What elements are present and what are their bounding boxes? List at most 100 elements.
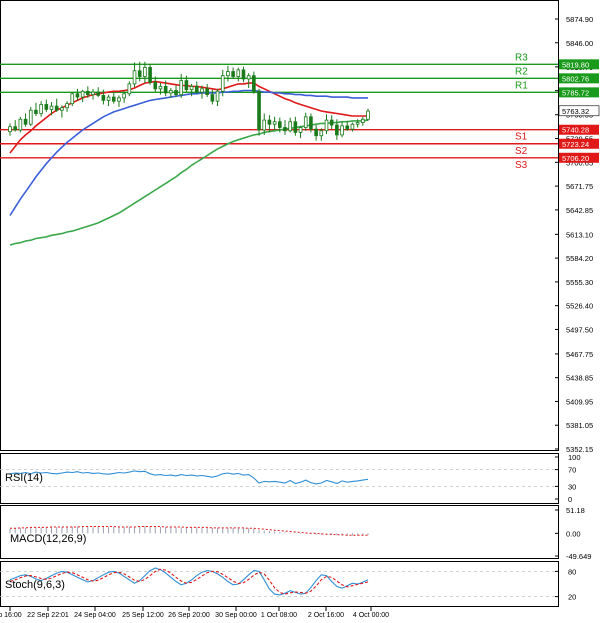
candle bbox=[91, 88, 95, 100]
candle bbox=[28, 106, 33, 126]
level-tag-s3 bbox=[559, 152, 599, 163]
candle bbox=[257, 88, 261, 136]
candle-body bbox=[70, 93, 75, 105]
macd-axis: 51.18 0.00 -49.649 bbox=[555, 506, 591, 561]
candle bbox=[184, 75, 189, 93]
stoch-plot bbox=[0, 567, 558, 597]
macd-title: MACD(12,26,9) bbox=[10, 533, 86, 545]
candle-body bbox=[106, 96, 111, 101]
candle-body bbox=[96, 91, 101, 96]
rsi-tick-label: 100 bbox=[568, 453, 581, 462]
candle bbox=[355, 119, 360, 128]
candle-body bbox=[309, 116, 313, 130]
time-tick-label: 24 Sep 04:00 bbox=[74, 612, 116, 619]
stoch-title: Stoch(9,6,3) bbox=[5, 579, 65, 591]
candle bbox=[169, 88, 173, 98]
candle-body bbox=[319, 130, 324, 137]
level-tag-r2 bbox=[559, 73, 599, 84]
candle-body bbox=[335, 124, 339, 136]
candle bbox=[86, 86, 90, 98]
price-tick-label: 5642.85 bbox=[566, 206, 593, 215]
candle bbox=[65, 101, 69, 112]
time-tick-label: 26 Sep 20:00 bbox=[168, 612, 210, 619]
candle-body bbox=[236, 69, 241, 77]
candle-body bbox=[355, 122, 360, 125]
candle-body bbox=[13, 126, 17, 131]
candle bbox=[96, 87, 101, 98]
candle-body bbox=[80, 90, 85, 98]
level-value-s1: 5740.28 bbox=[562, 126, 589, 135]
candle-body bbox=[215, 90, 220, 102]
candle-body bbox=[153, 81, 158, 90]
time-tick-label: p 16:00 bbox=[0, 612, 22, 619]
candle bbox=[8, 123, 12, 136]
candle-body bbox=[18, 118, 23, 131]
candle bbox=[288, 117, 292, 133]
candle bbox=[210, 89, 215, 105]
candle bbox=[174, 85, 178, 98]
current-price-label: 5763.32 bbox=[562, 107, 589, 116]
candle-body bbox=[111, 96, 116, 102]
candle bbox=[272, 116, 277, 130]
candle-body bbox=[75, 93, 80, 98]
candle-body bbox=[345, 125, 350, 130]
candle-body bbox=[8, 126, 12, 133]
stoch-tick-label: 80 bbox=[568, 567, 576, 576]
time-tick-label: 25 Sep 12:00 bbox=[122, 612, 164, 619]
level-value-s2: 5723.24 bbox=[562, 140, 589, 149]
candle bbox=[101, 89, 106, 105]
candle-body bbox=[267, 119, 272, 125]
candle-body bbox=[205, 88, 209, 95]
moving-average-2 bbox=[9, 89, 368, 216]
candle-body bbox=[86, 90, 90, 95]
candle bbox=[148, 64, 152, 85]
candle bbox=[106, 94, 111, 107]
candle-body bbox=[194, 85, 199, 93]
candle bbox=[252, 71, 256, 94]
moving-average-1 bbox=[9, 80, 368, 154]
candle-body bbox=[28, 109, 33, 125]
candle bbox=[122, 91, 126, 103]
time-tick-label: 30 Sep 00:00 bbox=[215, 612, 257, 619]
candle-body bbox=[49, 105, 54, 110]
candle-body bbox=[262, 119, 267, 131]
candle-body bbox=[329, 119, 334, 126]
level-value-s3: 5706.20 bbox=[562, 154, 589, 163]
candle bbox=[324, 114, 329, 135]
stoch-d-line bbox=[9, 568, 369, 595]
candle-body bbox=[241, 69, 246, 80]
candle bbox=[153, 76, 158, 93]
price-tick-label: 5526.40 bbox=[566, 302, 593, 311]
candle bbox=[23, 113, 28, 127]
candle bbox=[189, 83, 194, 97]
candle bbox=[75, 88, 80, 101]
candle-body bbox=[340, 125, 344, 136]
candle bbox=[143, 61, 147, 84]
candle-body bbox=[23, 118, 28, 125]
price-tick-label: 5846.00 bbox=[566, 39, 593, 48]
candle-body bbox=[210, 94, 215, 102]
level-value-r1: 5785.72 bbox=[562, 88, 589, 97]
candle-body bbox=[288, 121, 292, 132]
price-tick-label: 5467.75 bbox=[566, 350, 593, 359]
candle bbox=[18, 116, 23, 133]
candle bbox=[340, 121, 344, 138]
price-tick-label: 5874.90 bbox=[566, 15, 593, 24]
candle bbox=[13, 120, 17, 132]
candle bbox=[350, 122, 355, 132]
candle bbox=[319, 128, 324, 141]
candle bbox=[137, 61, 142, 82]
candle-body bbox=[179, 80, 184, 95]
level-name-r1: R1 bbox=[515, 80, 528, 91]
candle bbox=[34, 102, 38, 116]
price-tick-label: 5671.75 bbox=[566, 182, 593, 191]
level-name-s1: S1 bbox=[515, 132, 528, 143]
price-tick-label: 5613.10 bbox=[566, 230, 593, 239]
candle-body bbox=[148, 67, 152, 83]
candle bbox=[215, 88, 220, 107]
candle-body bbox=[132, 70, 137, 85]
rsi-tick-label: 0 bbox=[568, 495, 572, 504]
candle-body bbox=[293, 121, 298, 133]
candle bbox=[39, 101, 43, 117]
candle-body bbox=[246, 75, 251, 80]
